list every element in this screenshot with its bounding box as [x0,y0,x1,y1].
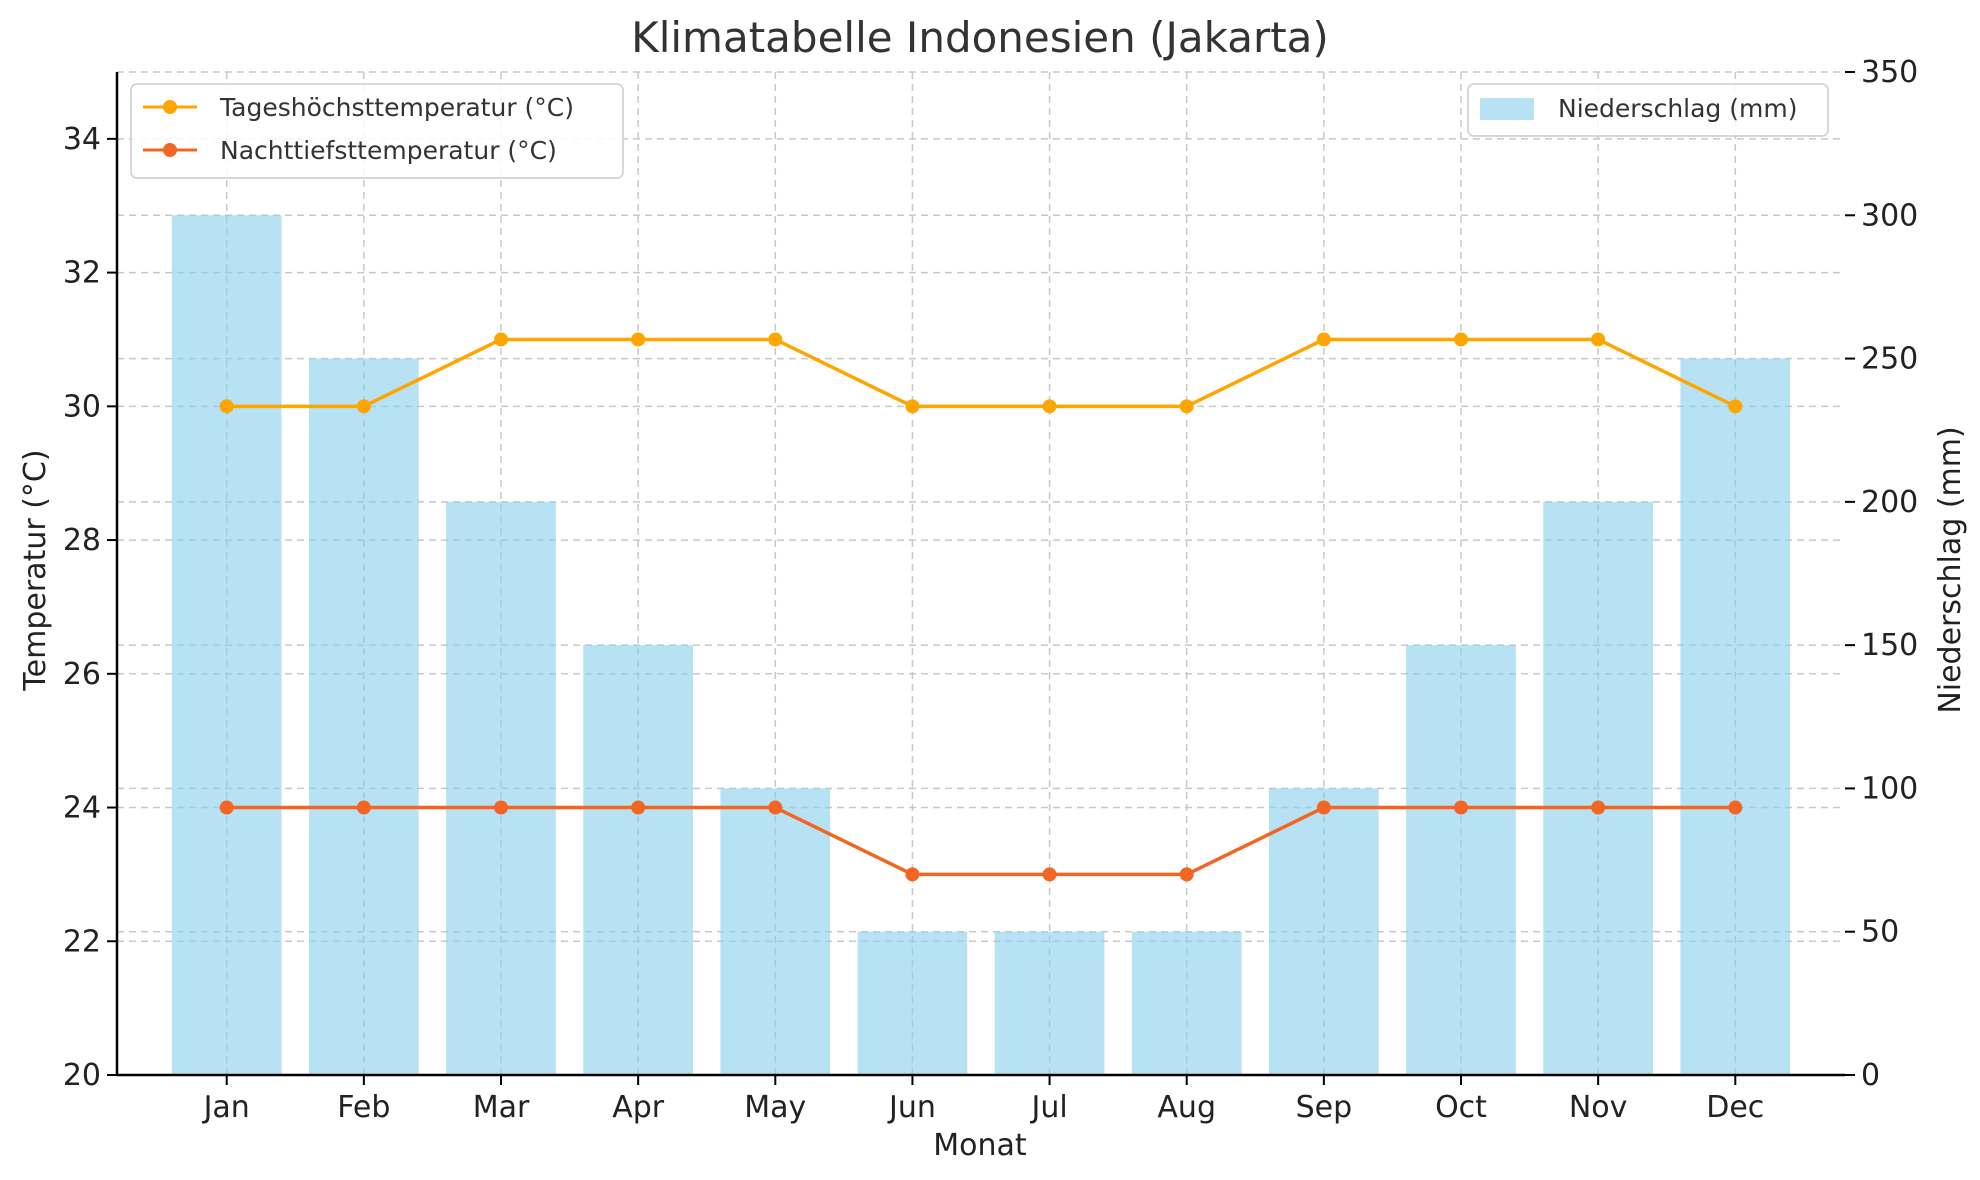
precipitation-bar-feb [309,358,419,1076]
y-tick-label-left: 30 [63,389,101,424]
precipitation-bar-oct [1406,645,1516,1075]
series-point-high-jun [905,399,920,414]
x-tick-label-feb: Feb [337,1090,390,1125]
series-point-high-dec [1728,399,1743,414]
series-point-low-apr [631,800,646,815]
precipitation-bar-jan [171,215,282,1076]
x-tick-label-apr: Apr [612,1090,665,1125]
x-tick-label-may: May [744,1090,806,1125]
y-tick-label-right: 300 [1861,198,1918,233]
precipitation-bar-aug [1131,931,1242,1075]
precipitation-bar-sep [1269,788,1379,1075]
y-tick-label-right: 250 [1861,342,1918,377]
y-tick-label-left: 22 [63,924,101,959]
series-point-low-mar [494,800,508,815]
precipitation-bar-jun [857,931,968,1075]
x-axis-label: Monat [933,1128,1027,1163]
series-point-low-jun [905,867,920,882]
y-tick-label-right: 50 [1861,915,1899,950]
precipitation-bar-apr [583,645,693,1075]
x-tick-label-jan: Jan [202,1090,250,1125]
axes: 20 22 24 26 28 30 32 34 0 50 100 150 200 250 300 350 Jan… [63,55,1918,1125]
series-point-low-oct [1454,800,1468,815]
x-tick-label-mar: Mar [473,1090,530,1125]
series-point-high-apr [631,332,646,347]
series-point-high-feb [356,399,371,414]
series-point-low-sep [1316,800,1331,815]
x-tick-label-oct: Oct [1435,1090,1487,1125]
legend-label-low: Nachttiefsttemperatur (°C) [220,136,557,165]
precipitation-bar-nov [1543,501,1653,1075]
series-point-low-feb [356,800,371,815]
legend-bars-box [1467,83,1829,137]
x-tick-label-jul: Jul [1029,1090,1067,1125]
legend-label-precipitation: Niederschlag (mm) [1558,94,1797,123]
precipitation-bar-mar [446,501,556,1075]
legend-marker-high [163,100,177,114]
legend-lines: Tageshöchsttemperatur (°C) Nachttiefstte… [130,83,624,179]
series-point-high-jan [219,399,234,414]
series-point-low-nov [1591,800,1606,815]
series-point-high-nov [1591,332,1606,347]
series-point-high-may [768,332,783,347]
y-tick-label-right: 200 [1861,485,1918,520]
series-point-high-sep [1316,332,1331,347]
x-tick-label-jun: Jun [887,1090,936,1125]
series-point-low-jul [1042,867,1057,882]
legend-bar-swatch [1480,98,1534,120]
precipitation-bar-dec [1680,358,1791,1076]
x-tick-label-sep: Sep [1296,1090,1353,1125]
series-line-high [226,337,1737,409]
series-point-low-may [768,800,783,815]
y-tick-label-right: 350 [1861,55,1918,90]
y-tick-label-left: 32 [63,256,101,291]
series-line-low [226,805,1736,877]
y-tick-label-right: 150 [1861,628,1918,663]
y-axis-left-label: Temperatur (°C) [18,449,53,691]
precipitation-bars [171,215,1791,1076]
series-point-high-jul [1042,399,1057,414]
legend-label-high: Tageshöchsttemperatur (°C) [219,93,574,122]
y-tick-label-left: 26 [63,657,101,692]
series-point-high-aug [1179,399,1194,414]
x-tick-label-dec: Dec [1706,1090,1764,1125]
series-point-high-oct [1454,332,1468,347]
legend-bars: Niederschlag (mm) [1467,83,1829,137]
y-tick-label-left: 34 [63,122,101,157]
x-tick-label-aug: Aug [1157,1090,1216,1125]
legend-lines-box [130,83,624,179]
y-tick-label-left: 20 [63,1058,101,1093]
temperature-lines [219,332,1743,882]
precipitation-bar-may [720,788,831,1075]
precipitation-bar-jul [994,931,1105,1075]
y-tick-label-left: 24 [63,791,101,826]
legend-marker-low [163,143,177,157]
series-point-low-jan [219,800,234,815]
y-tick-label-right: 0 [1861,1058,1880,1093]
y-tick-label-right: 100 [1861,771,1918,806]
chart-title: Klimatabelle Indonesien (Jakarta) [631,13,1329,62]
y-tick-label-left: 28 [63,523,101,558]
x-tick-label-nov: Nov [1569,1090,1628,1125]
series-point-low-aug [1179,867,1194,882]
series-point-high-mar [494,332,508,347]
y-axis-right-label: Niederschlag (mm) [1933,426,1968,713]
series-point-low-dec [1728,800,1743,815]
